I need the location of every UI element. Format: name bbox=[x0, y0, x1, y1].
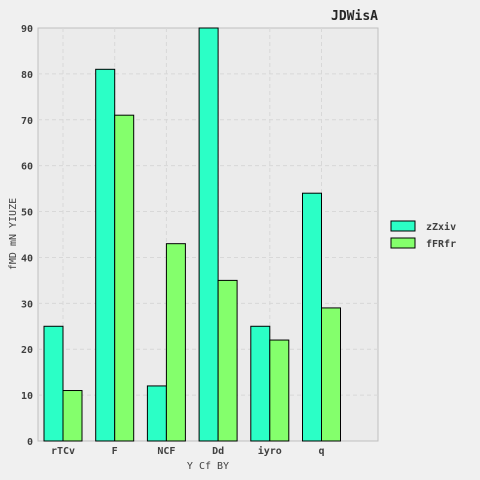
legend-swatch bbox=[390, 237, 416, 249]
legend: zZxiv fFRfr bbox=[390, 220, 456, 250]
y-tick-label: 80 bbox=[21, 70, 33, 81]
x-ticks: rTCv F NCF Dd iyro q bbox=[51, 445, 325, 457]
x-tick-label: Dd bbox=[212, 446, 224, 457]
x-tick-label: F bbox=[112, 446, 118, 457]
y-tick-label: 50 bbox=[21, 208, 33, 219]
x-tick-label: iyro bbox=[258, 445, 282, 457]
bar bbox=[250, 325, 271, 442]
y-tick-label: 20 bbox=[21, 345, 33, 356]
bar bbox=[43, 325, 64, 442]
legend-label: fFRfr bbox=[426, 239, 456, 250]
bar bbox=[114, 114, 135, 442]
bar bbox=[62, 390, 83, 442]
x-tick-label: NCF bbox=[157, 446, 175, 457]
y-tick-label: 90 bbox=[21, 24, 33, 35]
y-tick-label: 60 bbox=[21, 162, 33, 173]
legend-swatch bbox=[390, 220, 416, 232]
bar bbox=[217, 279, 238, 442]
legend-label: zZxiv bbox=[426, 221, 456, 233]
y-tick-label: 0 bbox=[27, 437, 33, 448]
bar bbox=[198, 27, 219, 442]
y-tick-label: 40 bbox=[21, 253, 33, 264]
x-axis-label: Y Cf BY bbox=[187, 461, 229, 472]
y-tick-label: 10 bbox=[21, 391, 33, 402]
y-tick-label: 30 bbox=[21, 299, 33, 310]
bar bbox=[269, 339, 290, 442]
bar bbox=[95, 68, 116, 442]
y-axis-label: fMD mN YIUZE bbox=[8, 198, 19, 270]
bar bbox=[165, 243, 186, 442]
chart-title: JDWisA bbox=[331, 9, 378, 24]
bar bbox=[146, 385, 167, 442]
y-tick-label: 70 bbox=[21, 116, 33, 127]
x-tick-label: rTCv bbox=[51, 446, 75, 457]
bar bbox=[302, 192, 322, 442]
x-tick-label: q bbox=[318, 446, 324, 457]
bar bbox=[321, 307, 341, 442]
bars bbox=[43, 27, 341, 442]
y-ticks: 0 10 20 30 40 50 60 70 80 90 bbox=[21, 24, 33, 448]
